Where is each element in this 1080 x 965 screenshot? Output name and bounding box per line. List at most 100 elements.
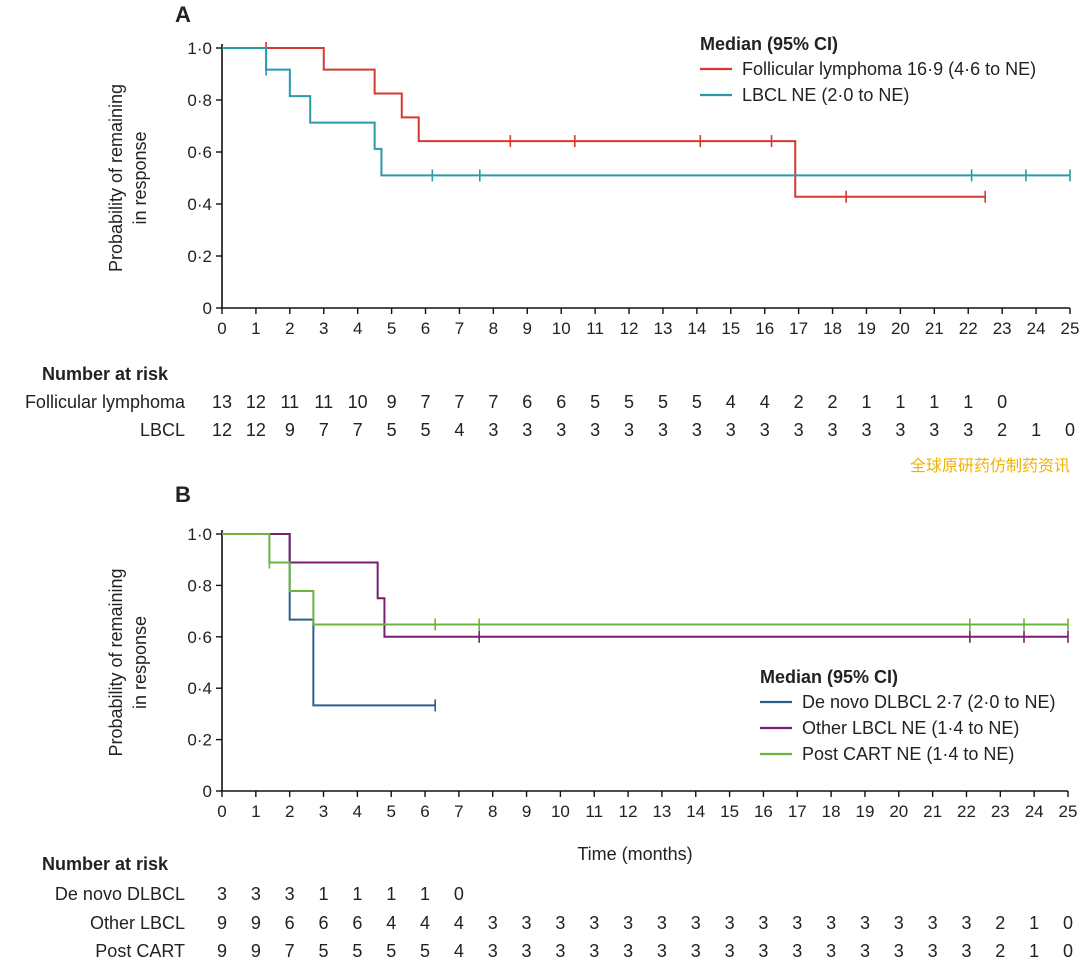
legend-title: Median (95% CI)	[700, 34, 838, 54]
risk-count: 4	[454, 941, 464, 961]
risk-count: 1	[352, 884, 362, 904]
y-tick-label: 0·8	[187, 576, 212, 595]
risk-count: 12	[212, 420, 232, 440]
risk-row-label: LBCL	[140, 420, 185, 440]
risk-count: 5	[624, 392, 634, 412]
y-tick-label: 0·8	[187, 91, 212, 110]
risk-count: 1	[1029, 913, 1039, 933]
x-tick-label: 4	[353, 802, 362, 821]
risk-count: 3	[758, 941, 768, 961]
legend-entry: De novo DLBCL 2·7 (2·0 to NE)	[802, 692, 1055, 712]
risk-count: 3	[285, 884, 295, 904]
x-tick-label: 21	[923, 802, 942, 821]
risk-count: 3	[555, 913, 565, 933]
x-tick-label: 19	[857, 319, 876, 338]
risk-count: 12	[246, 420, 266, 440]
risk-count: 9	[285, 420, 295, 440]
risk-count: 0	[997, 392, 1007, 412]
y-tick-label: 1·0	[187, 525, 212, 544]
risk-count: 9	[217, 913, 227, 933]
x-tick-label: 25	[1059, 802, 1078, 821]
risk-count: 3	[826, 941, 836, 961]
risk-count: 3	[928, 913, 938, 933]
risk-count: 1	[319, 884, 329, 904]
y-tick-label: 0	[203, 299, 212, 318]
x-tick-label: 22	[957, 802, 976, 821]
x-tick-label: 1	[251, 319, 260, 338]
x-tick-label: 9	[522, 802, 531, 821]
risk-count: 3	[691, 913, 701, 933]
y-tick-label: 0·4	[187, 679, 212, 698]
risk-count: 5	[590, 392, 600, 412]
risk-count: 3	[589, 913, 599, 933]
risk-count: 3	[792, 913, 802, 933]
risk-count: 3	[794, 420, 804, 440]
risk-count: 0	[1065, 420, 1075, 440]
x-tick-label: 23	[991, 802, 1010, 821]
risk-count: 1	[1031, 420, 1041, 440]
x-tick-label: 18	[822, 802, 841, 821]
x-tick-label: 8	[488, 802, 497, 821]
x-tick-label: 9	[523, 319, 532, 338]
risk-count: 1	[420, 884, 430, 904]
x-tick-label: 13	[653, 319, 672, 338]
x-tick-label: 15	[720, 802, 739, 821]
risk-count: 1	[963, 392, 973, 412]
survival-curve-3	[222, 533, 1068, 626]
risk-count: 0	[1063, 941, 1073, 961]
risk-count: 6	[522, 392, 532, 412]
risk-count: 3	[590, 420, 600, 440]
risk-count: 7	[285, 941, 295, 961]
risk-count: 10	[348, 392, 368, 412]
survival-curve-1	[222, 533, 436, 707]
survival-curve-1	[222, 47, 986, 198]
x-tick-label: 6	[420, 802, 429, 821]
x-tick-label: 13	[652, 802, 671, 821]
risk-count: 6	[285, 913, 295, 933]
risk-count: 3	[928, 941, 938, 961]
x-tick-label: 7	[455, 319, 464, 338]
x-tick-label: 11	[586, 319, 604, 338]
y-axis-label: in response	[130, 131, 150, 224]
risk-count: 3	[828, 420, 838, 440]
risk-count: 5	[692, 392, 702, 412]
risk-count: 4	[454, 420, 464, 440]
risk-count: 3	[488, 941, 498, 961]
risk-count: 5	[420, 941, 430, 961]
y-tick-label: 0	[203, 782, 212, 801]
risk-count: 3	[726, 420, 736, 440]
risk-count: 6	[556, 392, 566, 412]
survival-curve-2	[222, 533, 1068, 638]
risk-count: 3	[963, 420, 973, 440]
risk-count: 3	[522, 420, 532, 440]
risk-count: 7	[353, 420, 363, 440]
risk-count: 3	[488, 420, 498, 440]
risk-count: 3	[894, 913, 904, 933]
x-tick-label: 15	[721, 319, 740, 338]
x-tick-label: 12	[619, 802, 638, 821]
risk-count: 7	[488, 392, 498, 412]
risk-count: 2	[995, 941, 1005, 961]
x-tick-label: 19	[855, 802, 874, 821]
risk-row-label: Post CART	[95, 941, 185, 961]
risk-count: 1	[929, 392, 939, 412]
x-tick-label: 2	[285, 802, 294, 821]
risk-count: 3	[251, 884, 261, 904]
y-axis-label: in response	[130, 616, 150, 709]
x-tick-label: 20	[889, 802, 908, 821]
risk-count: 1	[895, 392, 905, 412]
risk-count: 3	[895, 420, 905, 440]
legend-title: Median (95% CI)	[760, 667, 898, 687]
x-tick-label: 14	[686, 802, 705, 821]
risk-count: 3	[623, 941, 633, 961]
x-tick-label: 4	[353, 319, 362, 338]
risk-count: 5	[421, 420, 431, 440]
x-tick-label: 7	[454, 802, 463, 821]
risk-row-label: Follicular lymphoma	[25, 392, 186, 412]
risk-count: 4	[454, 913, 464, 933]
y-tick-label: 0·6	[187, 143, 212, 162]
y-tick-label: 1·0	[187, 39, 212, 58]
risk-count: 3	[488, 913, 498, 933]
risk-count: 4	[760, 392, 770, 412]
